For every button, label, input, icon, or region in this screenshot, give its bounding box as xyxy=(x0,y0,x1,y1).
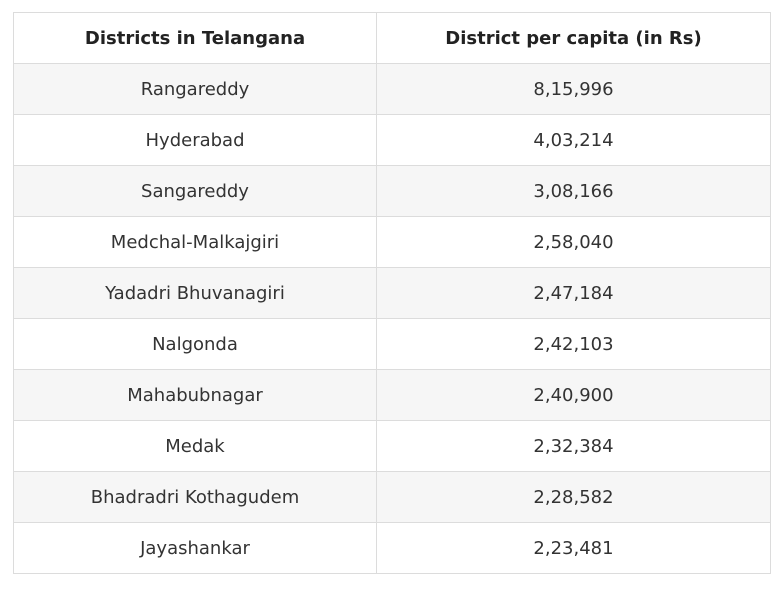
per-capita-cell: 2,28,582 xyxy=(376,471,771,523)
district-cell: Yadadri Bhuvanagiri xyxy=(13,267,377,319)
table-header: Districts in Telangana District per capi… xyxy=(13,12,771,64)
district-per-capita-table-container: Districts in Telangana District per capi… xyxy=(13,12,771,574)
per-capita-cell: 2,58,040 xyxy=(376,216,771,268)
table-row: Rangareddy 8,15,996 xyxy=(13,63,771,115)
district-cell: Hyderabad xyxy=(13,114,377,166)
table-row: Yadadri Bhuvanagiri 2,47,184 xyxy=(13,267,771,319)
table-row: Mahabubnagar 2,40,900 xyxy=(13,369,771,421)
per-capita-cell: 2,42,103 xyxy=(376,318,771,370)
header-district: Districts in Telangana xyxy=(13,12,377,64)
header-row: Districts in Telangana District per capi… xyxy=(13,12,771,64)
district-cell: Nalgonda xyxy=(13,318,377,370)
header-per-capita: District per capita (in Rs) xyxy=(376,12,771,64)
district-cell: Medak xyxy=(13,420,377,472)
district-cell: Mahabubnagar xyxy=(13,369,377,421)
per-capita-cell: 2,23,481 xyxy=(376,522,771,574)
per-capita-cell: 8,15,996 xyxy=(376,63,771,115)
district-cell: Medchal-Malkajgiri xyxy=(13,216,377,268)
per-capita-cell: 2,32,384 xyxy=(376,420,771,472)
table-row: Nalgonda 2,42,103 xyxy=(13,318,771,370)
district-cell: Rangareddy xyxy=(13,63,377,115)
per-capita-cell: 4,03,214 xyxy=(376,114,771,166)
district-per-capita-table: Districts in Telangana District per capi… xyxy=(13,12,771,574)
table-row: Jayashankar 2,23,481 xyxy=(13,522,771,574)
table-row: Sangareddy 3,08,166 xyxy=(13,165,771,217)
district-cell: Bhadradri Kothagudem xyxy=(13,471,377,523)
table-row: Bhadradri Kothagudem 2,28,582 xyxy=(13,471,771,523)
per-capita-cell: 2,47,184 xyxy=(376,267,771,319)
table-row: Medchal-Malkajgiri 2,58,040 xyxy=(13,216,771,268)
table-body: Rangareddy 8,15,996 Hyderabad 4,03,214 S… xyxy=(13,63,771,574)
district-cell: Jayashankar xyxy=(13,522,377,574)
district-cell: Sangareddy xyxy=(13,165,377,217)
per-capita-cell: 2,40,900 xyxy=(376,369,771,421)
per-capita-cell: 3,08,166 xyxy=(376,165,771,217)
table-row: Medak 2,32,384 xyxy=(13,420,771,472)
table-row: Hyderabad 4,03,214 xyxy=(13,114,771,166)
